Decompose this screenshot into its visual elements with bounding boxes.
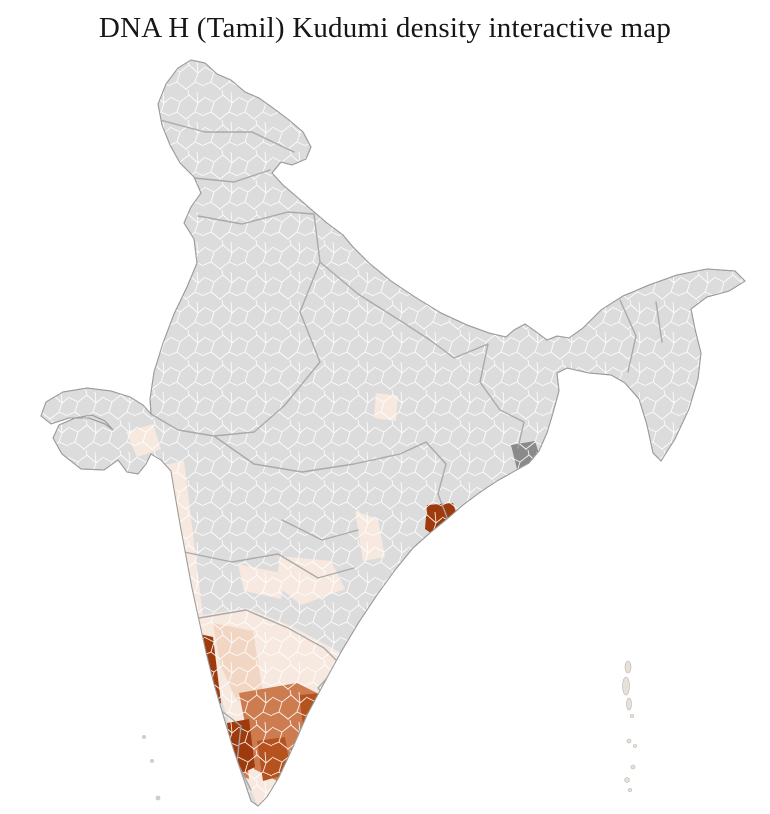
page-title: DNA H (Tamil) Kudumi density interactive… xyxy=(98,12,672,44)
state-boundaries xyxy=(150,119,663,791)
east-island-chain[interactable] xyxy=(622,660,637,792)
density-region-tamilnadu-northeast-district[interactable] xyxy=(299,693,327,725)
density-region-tamilnadu-inner-district[interactable] xyxy=(257,737,291,781)
density-region-north-central-district[interactable] xyxy=(374,393,398,421)
dark-gray-region-west-peninsula-spot[interactable] xyxy=(38,443,59,463)
west-islet-dots[interactable] xyxy=(142,735,161,801)
